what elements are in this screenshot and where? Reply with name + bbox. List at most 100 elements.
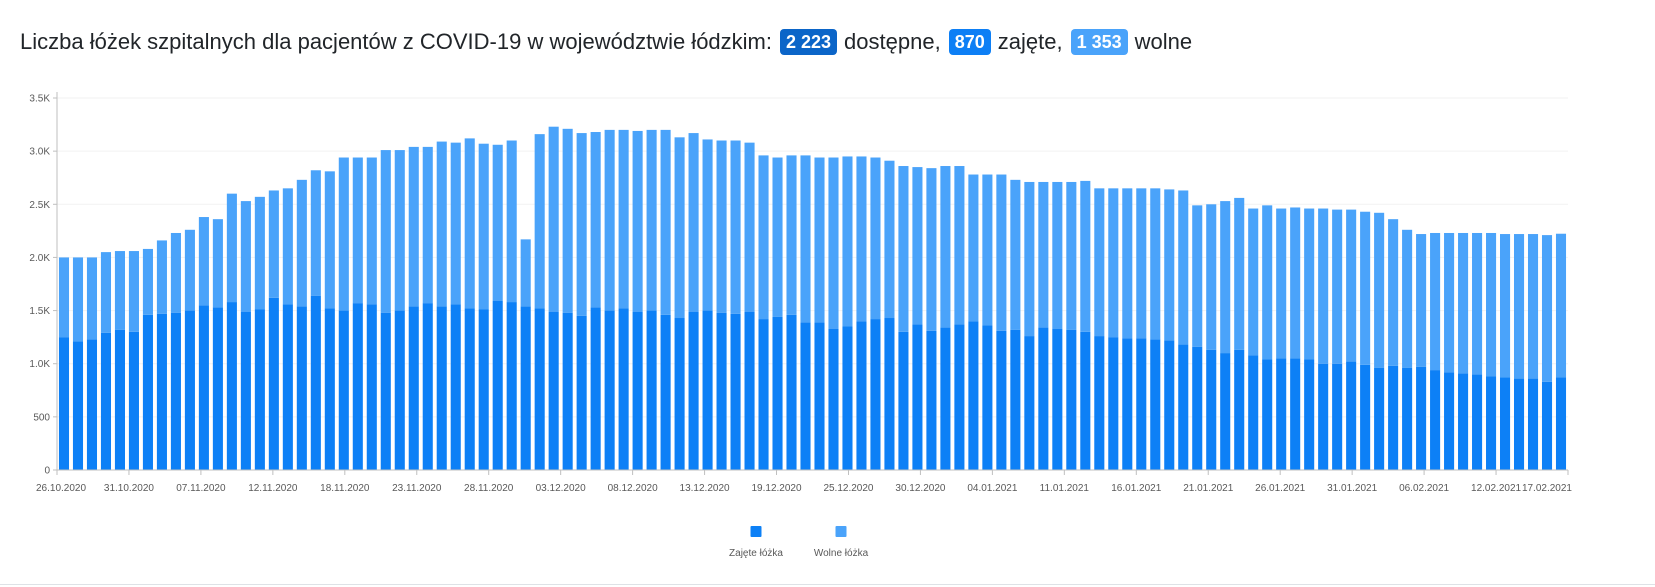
bar-occupied — [492, 301, 503, 470]
bar-occupied — [450, 304, 461, 470]
bar-occupied — [562, 312, 573, 470]
bar-occupied — [1388, 365, 1399, 470]
x-tick-label: 08.12.2020 — [608, 483, 658, 494]
bar-occupied — [954, 324, 965, 470]
bar-occupied — [1262, 359, 1273, 470]
bar-occupied — [520, 306, 531, 470]
bar-occupied — [1332, 363, 1343, 470]
x-tick-label: 31.01.2021 — [1327, 483, 1377, 494]
bar-occupied — [800, 322, 811, 470]
bar-occupied — [1318, 363, 1329, 470]
bar-free — [744, 142, 755, 312]
bar-occupied — [114, 329, 125, 470]
bar-occupied — [1150, 339, 1161, 470]
bar-free — [1304, 208, 1315, 360]
bar-occupied — [142, 314, 153, 470]
x-tick-label: 30.12.2020 — [895, 483, 945, 494]
bar-occupied — [1164, 340, 1175, 470]
bar-free — [1178, 190, 1189, 345]
bar-occupied — [324, 308, 335, 470]
bar-occupied — [352, 303, 363, 470]
bar-occupied — [1360, 364, 1371, 470]
x-tick-label: 19.12.2020 — [751, 483, 801, 494]
bar-free — [548, 126, 559, 312]
bar-occupied — [1513, 378, 1525, 470]
x-tick-label: 04.01.2021 — [967, 483, 1017, 494]
available-beds-badge: 2 223 — [780, 29, 838, 55]
available-label: dostępne, — [844, 29, 941, 54]
bar-occupied — [604, 310, 615, 470]
bar-free — [408, 146, 419, 307]
bar-occupied — [730, 313, 741, 470]
bar-free — [1024, 181, 1035, 337]
bar-free — [492, 144, 503, 302]
bar-occupied — [1136, 338, 1147, 470]
bar-free — [1066, 181, 1077, 330]
bar-free — [1136, 188, 1147, 339]
bar-free — [1555, 233, 1567, 378]
legend-label-free: Wolne łóżka — [814, 548, 869, 559]
chart-title: Liczba łóżek szpitalnych dla pacjentów z… — [20, 26, 1200, 58]
bar-occupied — [1192, 346, 1203, 470]
bar-free — [646, 129, 657, 311]
bar-free — [590, 132, 601, 308]
bar-occupied — [436, 306, 447, 470]
bar-free — [310, 170, 321, 296]
bar-occupied — [254, 309, 265, 470]
bar-free — [520, 239, 531, 307]
x-tick-label: 12.02.2021 — [1471, 483, 1521, 494]
bar-occupied — [1555, 377, 1567, 470]
bar-occupied — [282, 304, 293, 470]
y-tick-label: 3.5K — [29, 94, 50, 105]
bar-free — [1374, 212, 1385, 368]
bar-occupied — [646, 310, 657, 470]
bar-occupied — [268, 297, 279, 470]
bar-free — [1527, 234, 1539, 379]
bar-free — [1513, 234, 1525, 379]
bar-occupied — [1290, 358, 1301, 470]
bar-free — [114, 251, 125, 330]
bar-free — [1458, 232, 1469, 374]
bar-free — [1052, 181, 1063, 329]
bar-free — [464, 138, 475, 309]
bar-free — [1290, 207, 1301, 359]
bar-occupied — [1346, 361, 1357, 470]
bar-occupied — [548, 311, 559, 470]
bar-free — [898, 166, 909, 332]
bar-occupied — [1276, 358, 1287, 470]
bar-free — [226, 193, 237, 303]
bar-free — [1192, 205, 1203, 347]
bar-occupied — [1486, 376, 1497, 470]
bar-free — [506, 140, 517, 303]
bar-free — [282, 188, 293, 305]
bar-occupied — [884, 318, 895, 470]
bar-occupied — [534, 308, 545, 470]
title-text: Liczba łóżek szpitalnych dla pacjentów z… — [20, 29, 772, 54]
bar-occupied — [772, 316, 783, 470]
x-tick-label: 23.11.2020 — [392, 483, 442, 494]
bar-free — [72, 257, 84, 342]
bar-free — [1164, 189, 1175, 341]
bar-free — [240, 201, 251, 312]
x-tick-label: 28.11.2020 — [464, 483, 514, 494]
x-tick-label: 26.01.2021 — [1255, 483, 1305, 494]
bar-occupied — [786, 314, 797, 470]
x-tick-label: 21.01.2021 — [1183, 483, 1233, 494]
bar-occupied — [1122, 338, 1133, 470]
bar-occupied — [1458, 373, 1469, 470]
x-tick-label: 26.10.2020 — [36, 483, 86, 494]
bar-occupied — [310, 295, 321, 470]
bar-free — [58, 257, 70, 338]
bar-occupied — [464, 308, 475, 470]
bar-occupied — [870, 319, 881, 470]
legend-swatch-free — [835, 526, 847, 537]
y-tick-label: 3.0K — [29, 147, 50, 158]
bar-free — [842, 156, 853, 327]
y-tick-label: 2.5K — [29, 200, 50, 211]
x-tick-label: 07.11.2020 — [176, 483, 226, 494]
bar-occupied — [58, 337, 70, 470]
bar-occupied — [1206, 349, 1217, 470]
bar-free — [1500, 234, 1511, 378]
x-tick-label: 16.01.2021 — [1111, 483, 1161, 494]
